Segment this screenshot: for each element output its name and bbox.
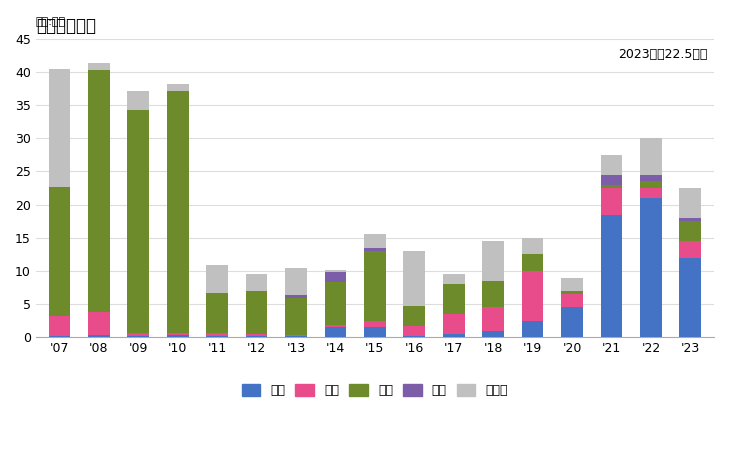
- Bar: [49, 316, 70, 336]
- Bar: [561, 294, 583, 307]
- Bar: [324, 270, 346, 272]
- Bar: [522, 271, 543, 320]
- Bar: [403, 326, 425, 336]
- Bar: [364, 251, 386, 320]
- Bar: [285, 295, 307, 298]
- Bar: [640, 138, 662, 175]
- Bar: [483, 241, 504, 281]
- Bar: [601, 155, 623, 175]
- Bar: [403, 306, 425, 326]
- Bar: [601, 215, 623, 337]
- Bar: [561, 291, 583, 294]
- Bar: [167, 333, 189, 335]
- Bar: [206, 336, 228, 337]
- Bar: [364, 234, 386, 248]
- Bar: [601, 188, 623, 215]
- Bar: [403, 251, 425, 306]
- Bar: [443, 314, 464, 334]
- Bar: [167, 84, 189, 90]
- Bar: [285, 336, 307, 337]
- Bar: [49, 187, 70, 316]
- Bar: [88, 312, 109, 335]
- Bar: [324, 327, 346, 337]
- Bar: [206, 333, 228, 336]
- Legend: 中国, 韓国, 香港, 台湾, その他: 中国, 韓国, 香港, 台湾, その他: [237, 379, 513, 402]
- Text: 輸出量の推移: 輸出量の推移: [36, 17, 95, 35]
- Bar: [246, 336, 268, 337]
- Bar: [128, 110, 149, 333]
- Bar: [167, 90, 189, 333]
- Bar: [443, 284, 464, 314]
- Bar: [522, 320, 543, 337]
- Bar: [640, 188, 662, 198]
- Bar: [679, 241, 701, 257]
- Bar: [324, 325, 346, 327]
- Bar: [285, 298, 307, 334]
- Bar: [49, 69, 70, 187]
- Bar: [206, 293, 228, 333]
- Bar: [601, 184, 623, 188]
- Bar: [88, 335, 109, 337]
- Bar: [640, 181, 662, 188]
- Bar: [167, 335, 189, 337]
- Bar: [640, 175, 662, 181]
- Bar: [679, 221, 701, 241]
- Bar: [601, 175, 623, 184]
- Bar: [246, 274, 268, 291]
- Bar: [403, 336, 425, 337]
- Bar: [561, 278, 583, 291]
- Bar: [364, 248, 386, 251]
- Bar: [246, 291, 268, 334]
- Bar: [483, 307, 504, 331]
- Bar: [679, 188, 701, 218]
- Bar: [88, 63, 109, 70]
- Bar: [443, 274, 464, 284]
- Bar: [49, 336, 70, 337]
- Bar: [324, 282, 346, 325]
- Bar: [285, 334, 307, 336]
- Text: 単位:トン: 単位:トン: [36, 17, 66, 27]
- Bar: [561, 307, 583, 337]
- Bar: [128, 90, 149, 110]
- Bar: [88, 70, 109, 312]
- Bar: [522, 238, 543, 254]
- Bar: [483, 281, 504, 307]
- Bar: [679, 218, 701, 221]
- Bar: [246, 334, 268, 336]
- Bar: [206, 265, 228, 293]
- Bar: [679, 257, 701, 337]
- Bar: [364, 327, 386, 337]
- Bar: [324, 272, 346, 282]
- Bar: [443, 334, 464, 337]
- Bar: [128, 333, 149, 336]
- Bar: [128, 336, 149, 337]
- Bar: [640, 198, 662, 337]
- Bar: [522, 254, 543, 271]
- Bar: [285, 268, 307, 295]
- Text: 2023年：22.5トン: 2023年：22.5トン: [618, 48, 707, 61]
- Bar: [364, 320, 386, 327]
- Bar: [483, 331, 504, 337]
